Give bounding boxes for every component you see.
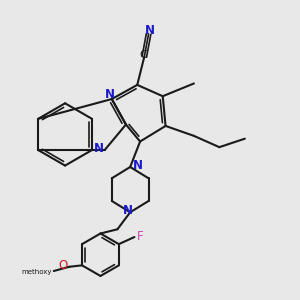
Text: N: N bbox=[123, 204, 133, 218]
Text: N: N bbox=[145, 24, 155, 37]
Text: F: F bbox=[136, 230, 143, 243]
Text: N: N bbox=[94, 142, 103, 155]
Text: N: N bbox=[132, 159, 142, 172]
Text: O: O bbox=[59, 259, 68, 272]
Text: methoxy: methoxy bbox=[21, 269, 52, 275]
Text: C: C bbox=[139, 50, 147, 60]
Text: N: N bbox=[105, 88, 116, 101]
